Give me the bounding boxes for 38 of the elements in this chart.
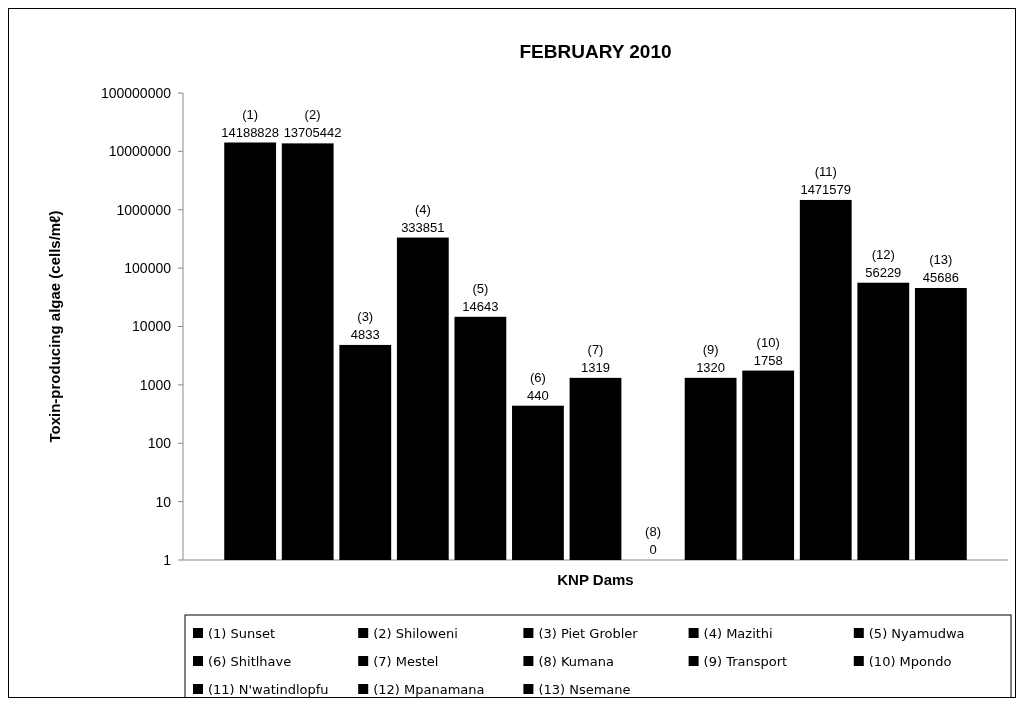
legend-label: (10) Mpondo [868,653,952,669]
legend-label: (13) Nsemane [538,681,631,697]
legend-label: (4) Mazithi [703,625,773,641]
legend-label: (9) Transport [703,653,788,669]
data-label: (2) 13705442 [283,107,342,141]
data-label: (5) 14643 [462,280,499,314]
legend-label: (7) Mestel [373,653,439,669]
x-axis-title: KNP Dams [557,571,634,588]
data-label: (4) 333851 [401,201,445,235]
y-tick-label: 10000000 [108,143,172,160]
legend-label: (1) Sunset [208,625,276,641]
y-tick-label: 100 [147,435,172,452]
data-label: (6) 440 [527,369,549,403]
data-label: (1) 14188828 [221,106,280,140]
legend-label: (11) N'watindlopfu [208,681,329,697]
y-tick-label: 1000 [139,376,172,393]
data-label: (3) 4833 [350,308,380,342]
chart-title: FEBRUARY 2010 [519,41,672,62]
text: (8) 0 [645,524,661,557]
legend-label: (8) Kumana [538,653,614,669]
legend-label: (2) Shiloweni [373,625,458,641]
y-tick-label: 100000 [124,260,172,277]
y-tick-label: 10000 [132,318,172,335]
data-label: (10) 1758 [753,334,783,368]
y-tick-label: 1000000 [116,201,172,218]
data-label: (7) 1319 [581,341,610,375]
data-label: (12) 56229 [865,246,902,280]
data-label: (13) 45686 [922,251,959,285]
legend-label: (6) Shitlhave [208,653,292,669]
legend-label: (5) Nyamudwa [868,625,965,641]
data-label: (9) 1320 [696,341,726,375]
y-axis-title: Toxin-producing algae (cells/mℓ) [46,210,63,443]
legend-label: (3) Piet Grobler [538,625,639,641]
y-tick-label: 10 [155,493,172,510]
data-label: (11) 1471579 [800,163,852,197]
y-tick-label: 1 [163,551,172,568]
y-tick-label: 100000000 [100,84,172,101]
legend-label: (12) Mpanamana [373,681,485,697]
